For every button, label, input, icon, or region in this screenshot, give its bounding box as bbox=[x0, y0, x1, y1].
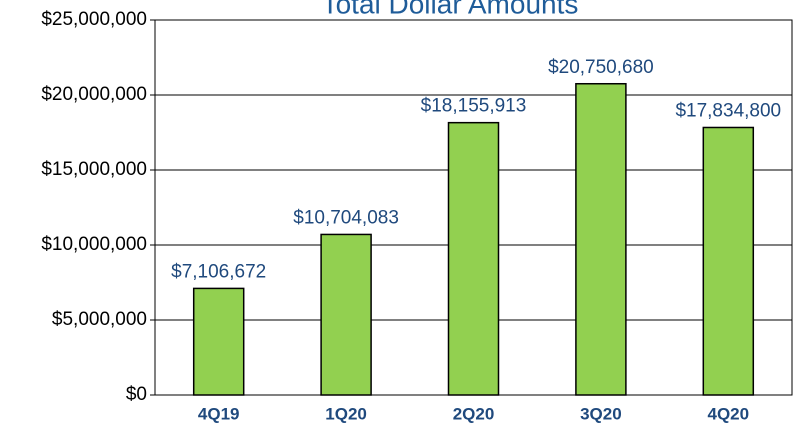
x-tick-label: 4Q20 bbox=[708, 404, 750, 423]
data-label: $7,106,672 bbox=[171, 261, 266, 282]
bar bbox=[192, 287, 245, 396]
bar bbox=[447, 121, 500, 396]
data-label: $10,704,083 bbox=[293, 207, 399, 228]
y-tick-label: $5,000,000 bbox=[52, 309, 147, 330]
data-label: $20,750,680 bbox=[548, 57, 654, 78]
x-tick-label: 3Q20 bbox=[580, 404, 622, 423]
data-label: $17,834,800 bbox=[675, 100, 781, 121]
y-tick-label: $0 bbox=[126, 384, 147, 405]
y-tick-label: $25,000,000 bbox=[41, 9, 147, 30]
x-tick-label: 4Q19 bbox=[198, 404, 240, 423]
x-tick-label: 1Q20 bbox=[325, 404, 367, 423]
y-tick-label: $15,000,000 bbox=[41, 159, 147, 180]
chart-title: Total Dollar Amounts bbox=[322, 0, 579, 19]
x-tick-label: 2Q20 bbox=[453, 404, 495, 423]
data-label: $18,155,913 bbox=[421, 96, 527, 117]
bar bbox=[575, 82, 627, 396]
bar bbox=[320, 233, 372, 396]
y-tick-label: $10,000,000 bbox=[41, 234, 147, 255]
bar bbox=[702, 126, 755, 396]
y-tick-label: $20,000,000 bbox=[41, 84, 147, 105]
